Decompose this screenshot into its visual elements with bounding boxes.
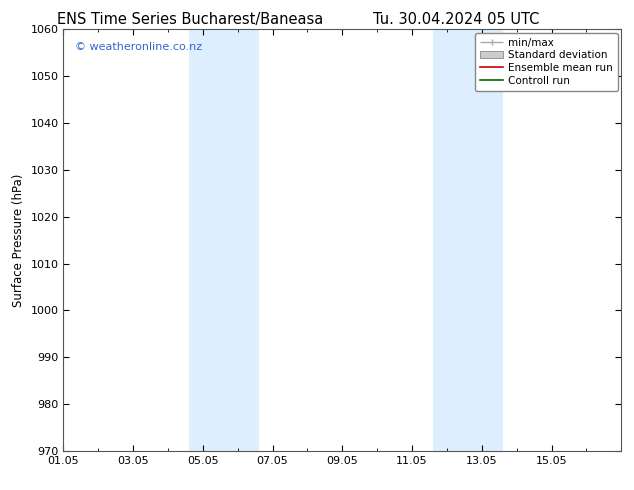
Text: © weatheronline.co.nz: © weatheronline.co.nz bbox=[75, 42, 202, 52]
Bar bbox=[189, 29, 259, 451]
Bar bbox=[433, 29, 503, 451]
Legend: min/max, Standard deviation, Ensemble mean run, Controll run: min/max, Standard deviation, Ensemble me… bbox=[475, 32, 618, 91]
Y-axis label: Surface Pressure (hPa): Surface Pressure (hPa) bbox=[12, 173, 25, 307]
Text: ENS Time Series Bucharest/Baneasa: ENS Time Series Bucharest/Baneasa bbox=[57, 12, 323, 27]
Text: Tu. 30.04.2024 05 UTC: Tu. 30.04.2024 05 UTC bbox=[373, 12, 540, 27]
